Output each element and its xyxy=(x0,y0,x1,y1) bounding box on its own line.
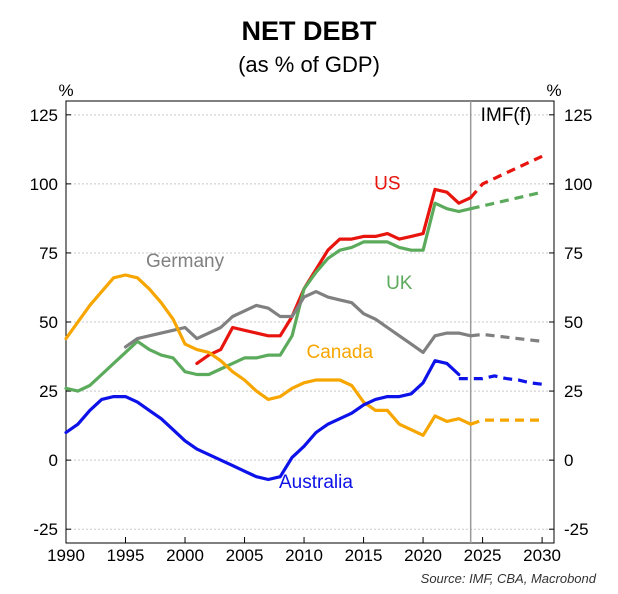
x-tick-label: 2030 xyxy=(523,546,561,565)
series-us-line xyxy=(195,187,473,365)
x-tick-label: 2000 xyxy=(166,546,204,565)
y-tick-label-left: 100 xyxy=(30,175,58,194)
y-tick-label-left: 75 xyxy=(39,244,58,263)
series-uk-forecast-line xyxy=(470,190,543,211)
series-canada-label: Canada xyxy=(306,342,373,363)
x-tick-label: 2015 xyxy=(345,546,383,565)
x-tick-label: 2005 xyxy=(226,546,264,565)
plot-frame xyxy=(65,100,555,544)
chart-subtitle: (as % of GDP) xyxy=(238,52,380,77)
series-us-forecast-line xyxy=(469,154,543,199)
y-tick-label-right: -25 xyxy=(564,520,589,539)
chart-title: NET DEBT xyxy=(242,16,378,46)
x-tick-label: 1995 xyxy=(107,546,145,565)
x-tick-label: 2025 xyxy=(464,546,502,565)
series-us-label: US xyxy=(374,173,400,194)
y-tick-label-right: 0 xyxy=(564,451,573,470)
forecast-label: IMF(f) xyxy=(481,105,532,126)
series-australia-label: Australia xyxy=(279,472,353,493)
gridlines xyxy=(66,114,554,530)
series-germany-line xyxy=(123,290,473,354)
y-tick-label-right: 25 xyxy=(564,382,583,401)
x-tick-label: 1990 xyxy=(47,546,85,565)
axes: 125 125 100 100 75 75 50 50 25 25 0 0 -25 -25 1990 1995… xyxy=(30,100,592,565)
series-uk-line xyxy=(64,201,473,393)
series-germany-label: Germany xyxy=(146,251,225,272)
series-uk-label: UK xyxy=(386,273,413,294)
y-tick-label-left: 0 xyxy=(49,451,58,470)
y-unit-left: % xyxy=(58,81,73,100)
series-canada-forecast-line xyxy=(470,418,543,426)
series-labels: US UK Germany Canada Australia xyxy=(146,173,413,492)
y-unit-right: % xyxy=(546,81,561,100)
y-tick-label-left: 50 xyxy=(39,313,58,332)
y-tick-label-right: 125 xyxy=(564,106,592,125)
y-tick-label-right: 50 xyxy=(564,313,583,332)
series-australia-line xyxy=(64,359,461,482)
y-tick-label-right: 100 xyxy=(564,175,592,194)
x-tick-label: 2010 xyxy=(285,546,323,565)
series-lines xyxy=(64,154,543,482)
y-tick-label-left: 125 xyxy=(30,106,58,125)
series-canada-line xyxy=(64,273,473,437)
x-tick-label: 2020 xyxy=(404,546,442,565)
series-germany-forecast-line xyxy=(470,332,543,343)
y-tick-label-right: 75 xyxy=(564,244,583,263)
source-note: Source: IMF, CBA, Macrobond xyxy=(421,571,597,586)
y-tick-label-left: 25 xyxy=(39,382,58,401)
y-tick-label-left: -25 xyxy=(33,520,58,539)
